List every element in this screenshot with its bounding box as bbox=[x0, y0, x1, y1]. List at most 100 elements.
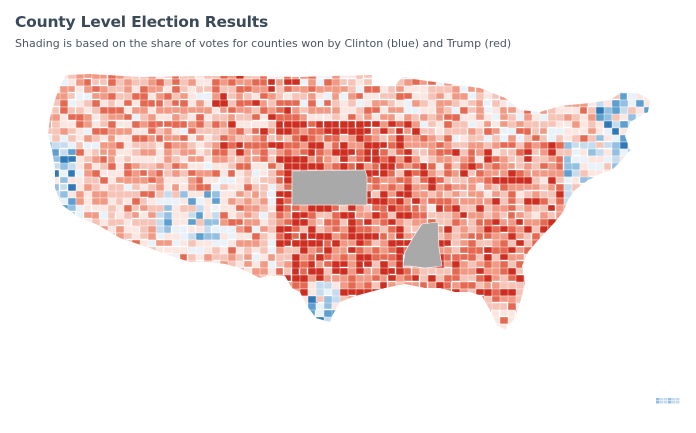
county-cell[interactable] bbox=[275, 288, 285, 297]
county-cell[interactable] bbox=[411, 267, 421, 276]
county-cell[interactable] bbox=[315, 309, 326, 318]
county-cell[interactable] bbox=[499, 309, 509, 317]
county-cell[interactable] bbox=[451, 141, 462, 149]
county-cell[interactable] bbox=[44, 204, 53, 212]
county-cell[interactable] bbox=[59, 141, 70, 149]
county-cell[interactable] bbox=[155, 288, 166, 297]
county-cell[interactable] bbox=[243, 204, 254, 213]
county-cell[interactable] bbox=[644, 331, 651, 337]
county-cell[interactable] bbox=[203, 267, 214, 276]
county-cell[interactable] bbox=[603, 239, 613, 249]
county-cell[interactable] bbox=[483, 239, 494, 247]
county-cell[interactable] bbox=[155, 120, 164, 128]
county-cell[interactable] bbox=[171, 302, 180, 310]
county-cell[interactable] bbox=[467, 253, 478, 262]
county-cell[interactable] bbox=[75, 253, 85, 262]
county-cell[interactable] bbox=[371, 260, 381, 269]
county-cell[interactable] bbox=[603, 190, 613, 198]
county-cell[interactable] bbox=[652, 135, 662, 142]
county-cell[interactable] bbox=[283, 78, 293, 86]
county-cell[interactable] bbox=[291, 134, 301, 143]
county-cell[interactable] bbox=[507, 204, 517, 212]
county-cell[interactable] bbox=[227, 267, 237, 276]
county-cell[interactable] bbox=[115, 239, 124, 248]
county-cell[interactable] bbox=[267, 113, 278, 121]
county-cell[interactable] bbox=[307, 274, 317, 283]
county-cell[interactable] bbox=[403, 281, 414, 290]
county-cell[interactable] bbox=[75, 211, 84, 221]
county-cell[interactable] bbox=[179, 267, 189, 276]
county-cell[interactable] bbox=[283, 225, 294, 233]
county-cell[interactable] bbox=[331, 267, 342, 275]
county-cell[interactable] bbox=[251, 106, 262, 115]
county-cell[interactable] bbox=[563, 183, 573, 192]
county-cell[interactable] bbox=[652, 121, 662, 129]
county-cell[interactable] bbox=[555, 316, 565, 325]
county-cell[interactable] bbox=[251, 204, 261, 213]
county-cell[interactable] bbox=[356, 331, 363, 339]
county-cell[interactable] bbox=[507, 72, 518, 81]
county-cell[interactable] bbox=[539, 190, 549, 199]
county-cell[interactable] bbox=[571, 141, 580, 149]
county-cell[interactable] bbox=[259, 92, 270, 100]
county-cell[interactable] bbox=[587, 260, 598, 269]
county-cell[interactable] bbox=[259, 309, 269, 318]
county-cell[interactable] bbox=[91, 253, 102, 263]
county-cell[interactable] bbox=[643, 183, 653, 192]
county-cell[interactable] bbox=[283, 295, 293, 304]
county-cell[interactable] bbox=[635, 176, 646, 184]
county-cell[interactable] bbox=[483, 92, 493, 100]
county-cell[interactable] bbox=[203, 316, 215, 325]
county-cell[interactable] bbox=[643, 148, 653, 157]
county-cell[interactable] bbox=[123, 232, 134, 240]
county-cell[interactable] bbox=[155, 162, 166, 170]
county-cell[interactable] bbox=[211, 148, 221, 157]
county-cell[interactable] bbox=[579, 190, 589, 200]
county-cell[interactable] bbox=[51, 246, 62, 256]
county-cell[interactable] bbox=[211, 309, 222, 317]
county-cell[interactable] bbox=[475, 316, 486, 324]
county-cell[interactable] bbox=[347, 113, 357, 121]
county-cell[interactable] bbox=[115, 309, 124, 318]
county-cell[interactable] bbox=[283, 316, 295, 324]
county-cell[interactable] bbox=[419, 288, 428, 297]
county-cell[interactable] bbox=[411, 176, 421, 185]
county-cell[interactable] bbox=[211, 260, 221, 268]
county-cell[interactable] bbox=[435, 274, 446, 283]
county-cell[interactable] bbox=[259, 302, 270, 311]
county-cell[interactable] bbox=[91, 85, 102, 93]
county-cell[interactable] bbox=[531, 169, 541, 178]
county-cell[interactable] bbox=[51, 309, 62, 318]
county-cell[interactable] bbox=[275, 176, 284, 185]
county-cell[interactable] bbox=[323, 106, 332, 115]
county-cell[interactable] bbox=[587, 72, 596, 81]
county-cell[interactable] bbox=[515, 295, 527, 305]
county-cell[interactable] bbox=[355, 246, 365, 255]
county-cell[interactable] bbox=[211, 127, 221, 136]
county-cell[interactable] bbox=[491, 85, 502, 93]
county-cell[interactable] bbox=[132, 331, 141, 338]
county-cell[interactable] bbox=[635, 323, 645, 331]
county-cell[interactable] bbox=[355, 113, 364, 122]
county-cell[interactable] bbox=[604, 331, 613, 338]
county-cell[interactable] bbox=[243, 106, 253, 115]
county-cell[interactable] bbox=[219, 239, 229, 247]
county-cell[interactable] bbox=[259, 141, 269, 150]
county-cell[interactable] bbox=[571, 218, 582, 227]
county-cell[interactable] bbox=[395, 316, 405, 325]
county-cell[interactable] bbox=[59, 260, 69, 269]
county-cell[interactable] bbox=[83, 253, 93, 261]
county-cell[interactable] bbox=[235, 323, 247, 330]
county-cell[interactable] bbox=[155, 197, 166, 206]
county-cell[interactable] bbox=[595, 239, 605, 248]
county-cell[interactable] bbox=[507, 78, 518, 87]
county-cell[interactable] bbox=[395, 295, 405, 305]
county-cell[interactable] bbox=[115, 155, 126, 164]
county-cell[interactable] bbox=[355, 316, 365, 324]
county-cell[interactable] bbox=[331, 120, 340, 129]
county-cell[interactable] bbox=[163, 295, 175, 304]
county-cell[interactable] bbox=[219, 302, 228, 312]
county-cell[interactable] bbox=[227, 309, 237, 318]
county-cell[interactable] bbox=[259, 274, 268, 284]
county-cell[interactable] bbox=[643, 323, 654, 331]
